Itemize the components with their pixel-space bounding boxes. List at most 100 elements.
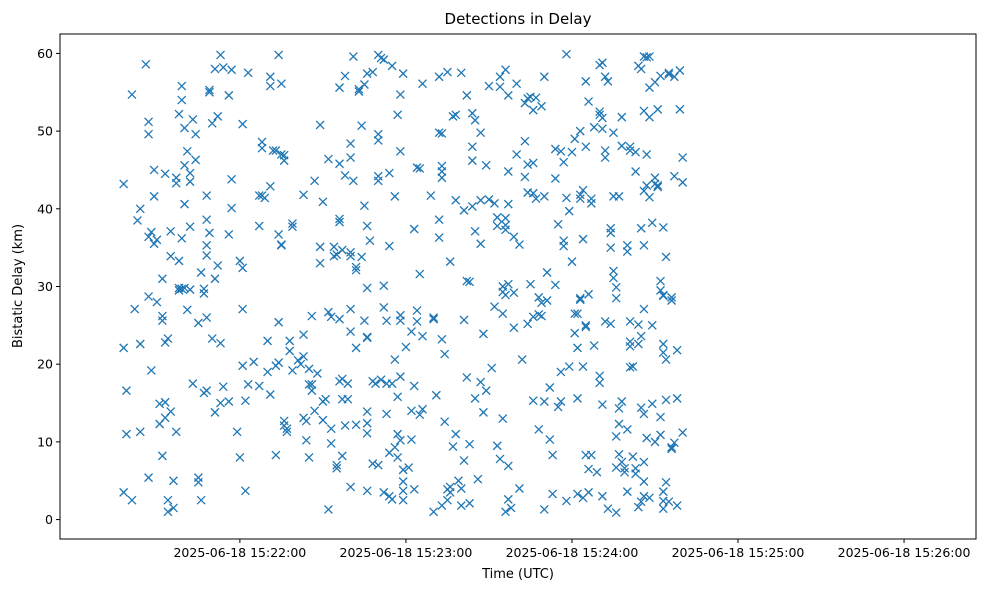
scatter-point: [492, 441, 502, 451]
scatter-point: [484, 81, 494, 91]
scatter-point: [238, 361, 248, 371]
scatter-point: [675, 66, 685, 75]
scatter-point: [434, 72, 444, 82]
scatter-point: [216, 50, 225, 60]
scatter-point: [362, 428, 372, 438]
scatter-point: [625, 146, 635, 155]
scatter-point: [559, 157, 569, 167]
scatter-point: [642, 149, 652, 159]
scatter-point: [462, 90, 472, 100]
scatter-point: [285, 336, 295, 346]
scatter-point: [343, 379, 353, 389]
scatter-point: [667, 442, 677, 452]
scatter-point: [639, 304, 649, 314]
scatter-point: [501, 213, 511, 223]
scatter-point: [656, 276, 665, 286]
scatter-point: [346, 327, 356, 337]
scatter-point: [564, 362, 574, 371]
scatter-point: [647, 320, 657, 330]
scatter-point: [559, 241, 569, 251]
scatter-point: [542, 296, 552, 305]
scatter-point: [614, 191, 624, 201]
scatter-point: [207, 118, 217, 128]
scatter-point: [188, 115, 198, 124]
scatter-point: [539, 191, 549, 201]
plot-frame: [59, 33, 977, 540]
scatter-point: [202, 215, 212, 225]
y-tick-label: 20: [37, 357, 53, 372]
scatter-point: [495, 454, 505, 464]
scatter-point: [664, 497, 674, 507]
scatter-point: [390, 191, 400, 201]
scatter-point: [365, 236, 375, 246]
scatter-point: [310, 406, 320, 416]
scatter-point: [304, 379, 314, 389]
scatter-point: [376, 53, 386, 63]
scatter-point: [141, 59, 151, 69]
scatter-point: [595, 107, 605, 117]
scatter-point: [135, 339, 145, 349]
scatter-point: [235, 256, 245, 266]
scatter-point: [119, 179, 129, 189]
scatter-point: [227, 174, 237, 184]
scatter-point: [412, 306, 422, 316]
scatter-point: [169, 503, 178, 513]
scatter-point: [523, 319, 533, 329]
scatter-point: [191, 129, 201, 139]
scatter-point: [573, 393, 582, 403]
scatter-point: [459, 315, 469, 325]
scatter-point: [243, 379, 253, 389]
scatter-point: [180, 199, 189, 209]
x-tick-label: 2025-06-18 15:23:00: [340, 545, 473, 560]
scatter-point: [301, 435, 311, 445]
scatter-point: [617, 397, 627, 406]
scatter-point: [456, 501, 466, 511]
scatter-point: [570, 309, 580, 319]
scatter-point: [644, 52, 654, 61]
scatter-point: [337, 245, 347, 255]
scatter-point: [600, 146, 610, 155]
scatter-point: [672, 345, 682, 355]
scatter-point: [478, 329, 488, 339]
scatter-point: [528, 105, 538, 115]
scatter-point: [512, 149, 522, 159]
scatter-point: [149, 239, 159, 249]
y-tick-label: 60: [37, 46, 53, 61]
scatter-point: [315, 242, 325, 252]
scatter-point: [196, 495, 206, 505]
scatter-point: [395, 146, 405, 156]
scatter-point: [304, 364, 314, 374]
scatter-point: [169, 476, 178, 486]
scatter-point: [346, 247, 356, 257]
scatter-point: [351, 343, 361, 353]
scatter-point: [412, 163, 422, 173]
scatter-point: [196, 268, 206, 277]
scatter-point: [672, 393, 682, 403]
scatter-point: [567, 257, 577, 267]
scatter-point: [218, 62, 228, 72]
scatter-point: [503, 279, 513, 289]
scatter-point: [357, 121, 367, 131]
scatter-point: [584, 464, 594, 474]
scatter-point: [556, 367, 566, 377]
scatter-point: [296, 359, 306, 369]
scatter-point: [633, 320, 643, 330]
scatter-point: [127, 495, 137, 505]
scatter-point: [299, 351, 308, 361]
scatter-point: [625, 337, 635, 347]
scatter-point: [611, 508, 621, 518]
scatter-point: [487, 363, 497, 373]
scatter-point: [597, 113, 607, 123]
scatter-point: [418, 331, 427, 341]
y-tick-label: 30: [37, 279, 53, 294]
y-tick-label: 50: [37, 124, 53, 139]
scatter-point: [359, 316, 369, 326]
chart-title: Detections in Delay: [445, 10, 592, 28]
scatter-point: [204, 228, 214, 238]
scatter-point: [409, 381, 419, 391]
scatter-point: [191, 155, 201, 165]
scatter-point: [620, 467, 630, 477]
scatter-point: [202, 313, 212, 323]
scatter-point: [597, 400, 607, 410]
scatter-point: [193, 473, 203, 483]
